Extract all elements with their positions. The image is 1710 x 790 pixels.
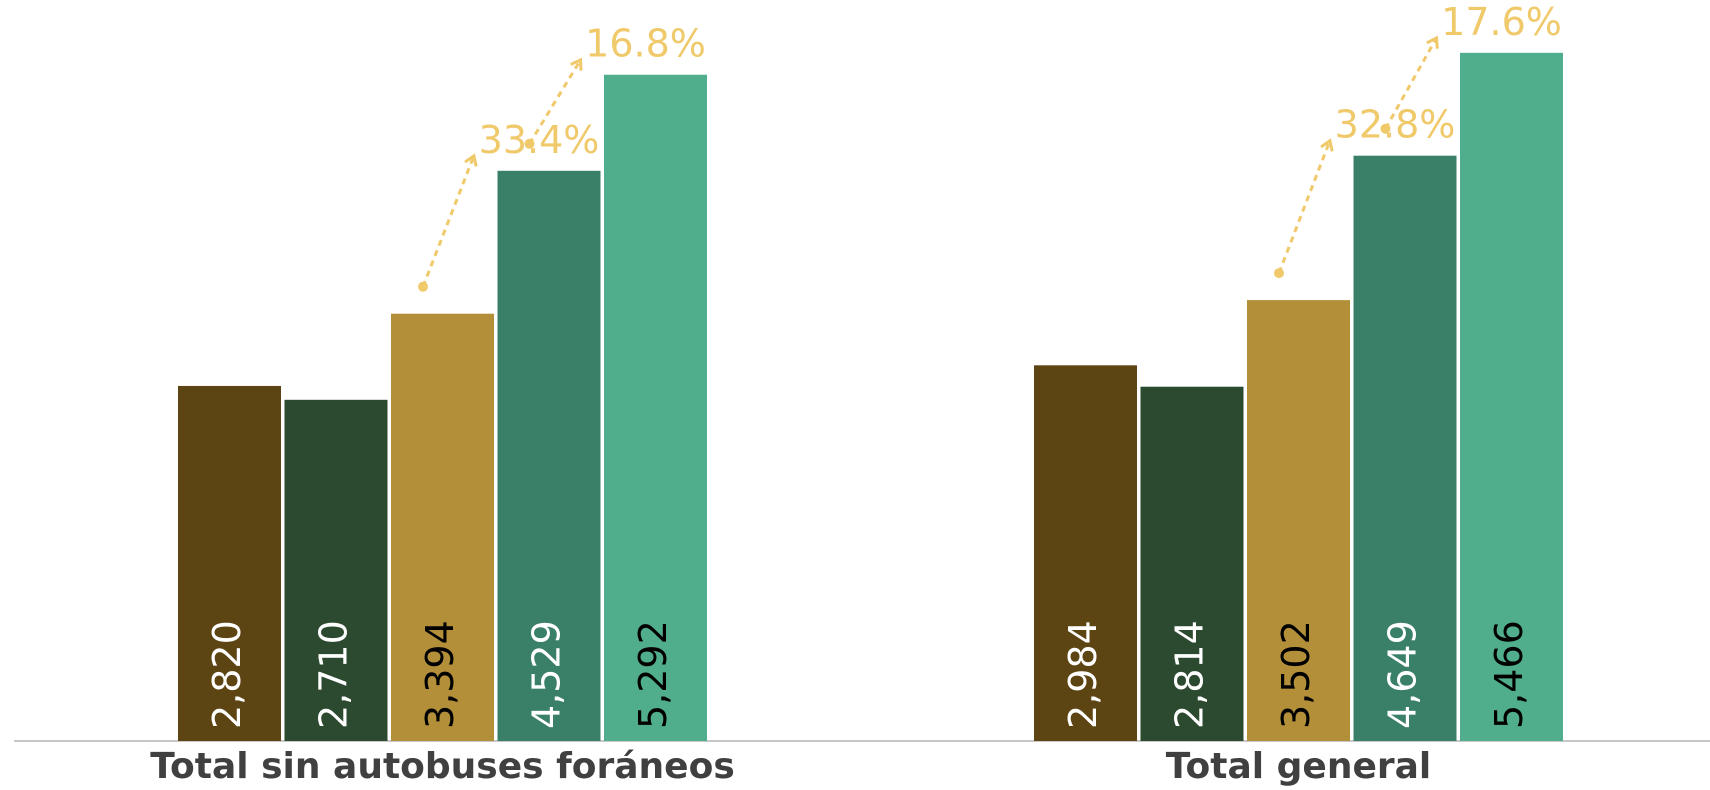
bar <box>1460 52 1563 741</box>
value-label: 4,649 <box>1381 620 1425 729</box>
arrow <box>421 157 474 288</box>
value-label: 5,466 <box>1487 620 1531 729</box>
growth-label: 32.8% <box>1335 103 1456 147</box>
growth-label: 33.4% <box>479 118 600 162</box>
category-label: Total sin autobuses foráneos <box>150 746 735 787</box>
growth-label: 17.6% <box>1441 0 1562 44</box>
growth-label: 16.8% <box>585 22 706 66</box>
bar <box>1353 155 1457 741</box>
value-label: 4,529 <box>525 620 569 729</box>
bar <box>1247 300 1350 741</box>
value-label: 5,292 <box>631 620 675 729</box>
bar <box>604 74 707 742</box>
category-label: Total general <box>1166 746 1432 787</box>
bar <box>178 385 281 741</box>
bar <box>284 399 388 741</box>
arrow <box>1277 142 1330 274</box>
arrow <box>528 61 581 145</box>
value-label: 2,710 <box>312 620 356 729</box>
bar <box>1140 386 1244 741</box>
value-label: 3,394 <box>418 620 462 729</box>
bar <box>497 170 601 742</box>
value-label: 2,814 <box>1168 620 1212 729</box>
bar <box>1034 365 1137 741</box>
value-label: 2,820 <box>205 620 249 729</box>
bar <box>391 313 494 741</box>
value-label: 2,984 <box>1061 620 1105 729</box>
value-label: 3,502 <box>1274 620 1318 729</box>
